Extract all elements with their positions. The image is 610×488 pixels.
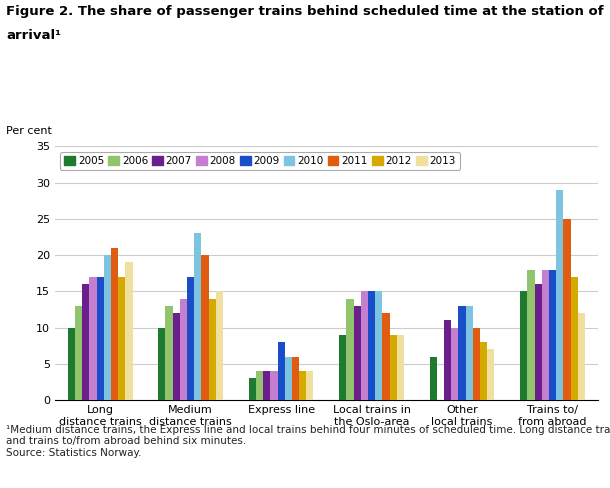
- Bar: [270, 371, 278, 400]
- Bar: [89, 277, 96, 400]
- Text: Figure 2. The share of passenger trains behind scheduled time at the station of: Figure 2. The share of passenger trains …: [6, 5, 604, 18]
- Bar: [299, 371, 306, 400]
- Text: Per cent: Per cent: [6, 126, 52, 136]
- Bar: [68, 327, 75, 400]
- Bar: [249, 378, 256, 400]
- Bar: [75, 306, 82, 400]
- Bar: [451, 327, 459, 400]
- Bar: [564, 219, 570, 400]
- Bar: [285, 357, 292, 400]
- Bar: [459, 306, 465, 400]
- Text: ¹Medium distance trains, the Express line and local trains behind four minutes o: ¹Medium distance trains, the Express lin…: [6, 425, 610, 458]
- Bar: [165, 306, 173, 400]
- Bar: [346, 299, 354, 400]
- Bar: [542, 270, 549, 400]
- Bar: [578, 313, 585, 400]
- Bar: [173, 313, 180, 400]
- Bar: [382, 313, 390, 400]
- Bar: [256, 371, 263, 400]
- Bar: [180, 299, 187, 400]
- Bar: [528, 270, 534, 400]
- Bar: [429, 357, 437, 400]
- Bar: [570, 277, 578, 400]
- Bar: [194, 233, 201, 400]
- Bar: [473, 327, 480, 400]
- Bar: [306, 371, 314, 400]
- Bar: [104, 255, 111, 400]
- Bar: [263, 371, 270, 400]
- Bar: [201, 255, 209, 400]
- Bar: [396, 335, 404, 400]
- Bar: [361, 291, 368, 400]
- Bar: [534, 284, 542, 400]
- Bar: [465, 306, 473, 400]
- Bar: [278, 342, 285, 400]
- Bar: [292, 357, 299, 400]
- Bar: [487, 349, 495, 400]
- Bar: [375, 291, 382, 400]
- Bar: [339, 335, 346, 400]
- Bar: [354, 306, 361, 400]
- Bar: [390, 335, 396, 400]
- Legend: 2005, 2006, 2007, 2008, 2009, 2010, 2011, 2012, 2013: 2005, 2006, 2007, 2008, 2009, 2010, 2011…: [60, 152, 461, 170]
- Bar: [125, 263, 132, 400]
- Bar: [444, 321, 451, 400]
- Bar: [82, 284, 89, 400]
- Bar: [118, 277, 125, 400]
- Bar: [480, 342, 487, 400]
- Bar: [96, 277, 104, 400]
- Bar: [216, 291, 223, 400]
- Bar: [111, 248, 118, 400]
- Bar: [209, 299, 216, 400]
- Bar: [368, 291, 375, 400]
- Bar: [549, 270, 556, 400]
- Text: arrival¹: arrival¹: [6, 29, 61, 42]
- Bar: [158, 327, 165, 400]
- Bar: [556, 190, 564, 400]
- Bar: [187, 277, 194, 400]
- Bar: [520, 291, 528, 400]
